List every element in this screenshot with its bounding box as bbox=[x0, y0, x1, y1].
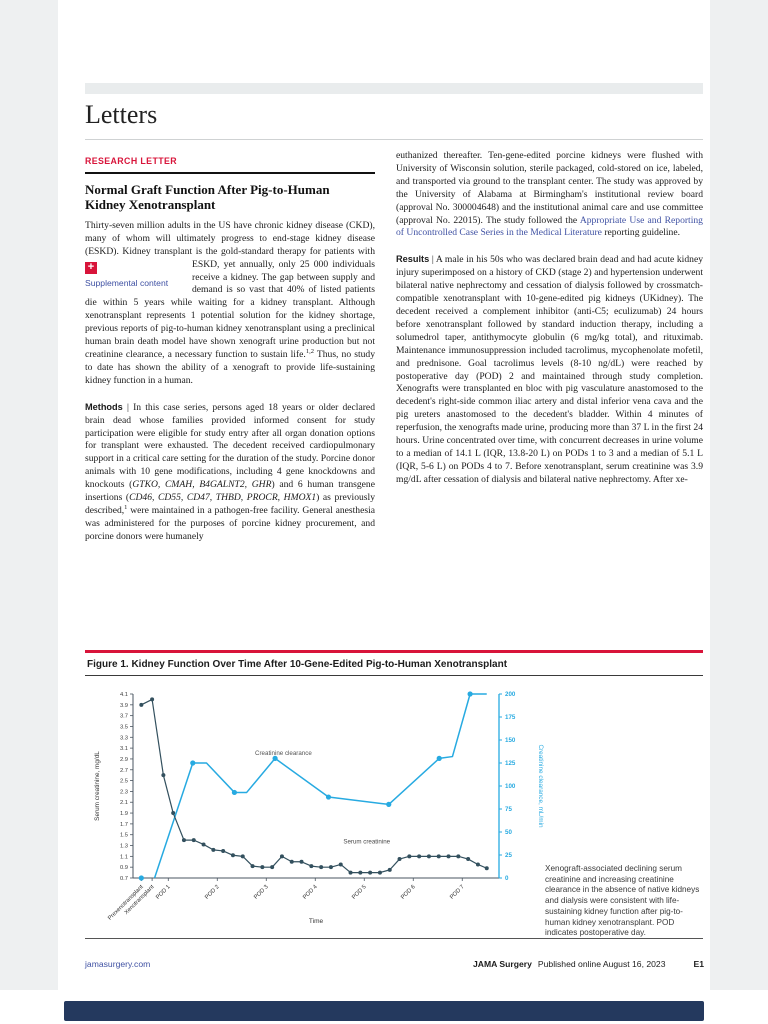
figure-title: Figure 1. Kidney Function Over Time Afte… bbox=[87, 659, 508, 670]
svg-text:3.5: 3.5 bbox=[120, 724, 128, 730]
article-page: Letters RESEARCH LETTER Normal Graft Fun… bbox=[58, 0, 710, 1024]
svg-text:3.1: 3.1 bbox=[120, 746, 128, 752]
kicker-rule bbox=[85, 171, 375, 174]
supplemental-plus-icon: + bbox=[85, 261, 97, 274]
svg-text:Serum creatinine: Serum creatinine bbox=[343, 838, 390, 845]
svg-text:POD 1: POD 1 bbox=[155, 884, 172, 901]
page-number: E1 bbox=[693, 959, 704, 969]
svg-text:175: 175 bbox=[505, 714, 516, 721]
research-letter-kicker: RESEARCH LETTER bbox=[85, 156, 178, 166]
svg-text:POD 3: POD 3 bbox=[253, 884, 270, 901]
svg-text:1.9: 1.9 bbox=[120, 811, 128, 817]
svg-text:75: 75 bbox=[505, 806, 512, 813]
background-right bbox=[710, 56, 768, 990]
figure-body: 4.1 3.9 3.7 3.5 3.3 3.1 2.9 2.7 2.5 2.3 2.1 1.9 1.7 1… bbox=[85, 676, 703, 938]
header-divider bbox=[85, 139, 703, 140]
supplemental-content-link[interactable]: + Supplemental content bbox=[85, 261, 184, 290]
svg-text:POD 6: POD 6 bbox=[400, 884, 417, 901]
svg-text:200: 200 bbox=[505, 691, 516, 698]
article-title-line2: Kidney Xenotransplant bbox=[85, 197, 216, 213]
svg-text:1.3: 1.3 bbox=[120, 844, 128, 850]
svg-text:POD 7: POD 7 bbox=[449, 884, 466, 901]
intro-text-a: Thirty-seven million adults in the US ha… bbox=[85, 219, 375, 270]
intro-text-b: 25 000 individuals receive a kidney. The… bbox=[192, 258, 375, 296]
svg-text:1.7: 1.7 bbox=[120, 822, 128, 828]
svg-text:2.9: 2.9 bbox=[120, 757, 128, 763]
svg-text:Creatinine clearance: Creatinine clearance bbox=[255, 750, 312, 757]
figure-title-divider bbox=[85, 675, 703, 676]
svg-text:25: 25 bbox=[505, 852, 512, 859]
left-column: RESEARCH LETTER Normal Graft Function Af… bbox=[85, 155, 375, 649]
svg-text:3.7: 3.7 bbox=[120, 714, 128, 720]
svg-text:2.1: 2.1 bbox=[120, 800, 128, 806]
svg-text:1.5: 1.5 bbox=[120, 833, 128, 839]
svg-text:POD 4: POD 4 bbox=[302, 884, 319, 901]
bottom-bar bbox=[64, 1001, 704, 1021]
figure1-chart: 4.1 3.9 3.7 3.5 3.3 3.1 2.9 2.7 2.5 2.3 2.1 1.9 1.7 1… bbox=[94, 691, 544, 925]
footer-citation: JAMA Surgery Published online August 16,… bbox=[473, 959, 704, 969]
svg-text:0: 0 bbox=[505, 875, 509, 882]
letters-section-bar bbox=[85, 83, 703, 94]
intro-text-c: 40% of listed patients die within 5 year… bbox=[85, 284, 375, 386]
background-left bbox=[0, 56, 58, 990]
figure-accent-rule bbox=[85, 650, 703, 653]
svg-text:100: 100 bbox=[505, 783, 516, 790]
svg-text:50: 50 bbox=[505, 829, 512, 836]
svg-text:Serum creatinine, mg/dL: Serum creatinine, mg/dL bbox=[94, 751, 101, 821]
svg-text:0.7: 0.7 bbox=[120, 876, 128, 882]
svg-text:POD 5: POD 5 bbox=[351, 884, 368, 901]
supplemental-label: Supplemental content bbox=[85, 277, 169, 288]
paragraph-methods: Methods | In this case series, persons a… bbox=[85, 401, 375, 542]
paragraph-results: Results | A male in his 50s who was decl… bbox=[396, 254, 703, 485]
article-title-line1: Normal Graft Function After Pig-to-Human bbox=[85, 181, 330, 197]
journal-name: JAMA Surgery bbox=[473, 959, 532, 969]
paragraph-intro: Thirty-seven million adults in the US ha… bbox=[85, 220, 375, 388]
svg-text:Creatinine clearance, mL/min: Creatinine clearance, mL/min bbox=[537, 744, 544, 828]
journal-site-link[interactable]: jamasurgery.com bbox=[85, 959, 151, 969]
svg-text:125: 125 bbox=[505, 760, 516, 767]
svg-text:3.3: 3.3 bbox=[120, 735, 128, 741]
figure1-box: Figure 1. Kidney Function Over Time Afte… bbox=[85, 650, 703, 939]
paragraph-right1: euthanized thereafter. Ten-gene-edited p… bbox=[396, 150, 703, 239]
published-date: Published online August 16, 2023 bbox=[537, 959, 666, 969]
svg-text:2.5: 2.5 bbox=[120, 779, 128, 785]
section-title: Letters bbox=[85, 100, 158, 129]
svg-text:1.1: 1.1 bbox=[120, 854, 128, 860]
svg-text:4.1: 4.1 bbox=[120, 692, 128, 698]
svg-text:POD 2: POD 2 bbox=[204, 884, 221, 901]
right-column: euthanized thereafter. Ten-gene-edited p… bbox=[396, 150, 703, 649]
svg-text:150: 150 bbox=[505, 737, 516, 744]
svg-text:3.9: 3.9 bbox=[120, 703, 128, 709]
svg-text:2.7: 2.7 bbox=[120, 768, 128, 774]
figure-caption: Xenograft-associated declining serum cre… bbox=[545, 864, 700, 938]
svg-text:0.9: 0.9 bbox=[120, 865, 128, 871]
figure-bottom-divider bbox=[85, 938, 703, 939]
svg-text:2.3: 2.3 bbox=[120, 789, 128, 795]
svg-text:Time: Time bbox=[309, 918, 324, 925]
